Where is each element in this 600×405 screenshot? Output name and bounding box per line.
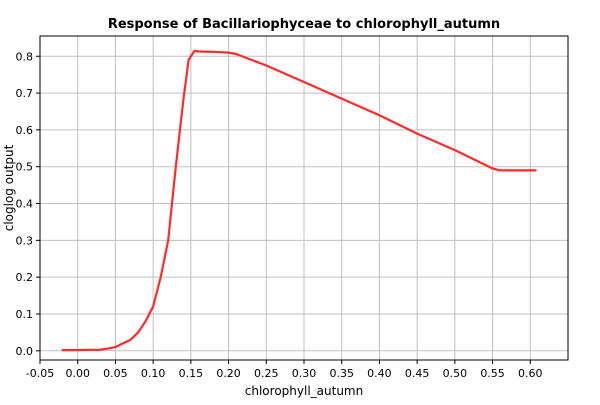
y-tick-label: 0.4 xyxy=(16,198,34,211)
y-tick-label: 0.8 xyxy=(16,50,34,63)
x-tick-label: 0.30 xyxy=(292,367,317,380)
x-tick-label: 0.45 xyxy=(405,367,430,380)
y-tick-label: 0.1 xyxy=(16,308,34,321)
x-tick-label: 0.50 xyxy=(443,367,468,380)
chart-title: Response of Bacillariophyceae to chlorop… xyxy=(108,17,500,32)
x-tick-label: 0.25 xyxy=(254,367,279,380)
y-tick-label: 0.0 xyxy=(16,345,34,358)
x-tick-label: 0.00 xyxy=(65,367,90,380)
x-tick-label: 0.35 xyxy=(329,367,354,380)
x-tick-label: 0.05 xyxy=(103,367,128,380)
x-tick-label: 0.20 xyxy=(216,367,241,380)
series-line xyxy=(61,49,537,352)
grid xyxy=(39,36,568,360)
y-tick-label: 0.7 xyxy=(16,87,34,100)
x-tick-label: -0.05 xyxy=(26,367,54,380)
x-tick-label: 0.40 xyxy=(367,367,392,380)
y-tick-label: 0.6 xyxy=(16,124,34,137)
y-tick-label: 0.5 xyxy=(16,161,34,174)
y-axis-label: cloglog output xyxy=(2,144,16,231)
x-tick-label: 0.10 xyxy=(141,367,166,380)
x-tick-label: 0.55 xyxy=(480,367,505,380)
y-tick-label: 0.3 xyxy=(16,234,34,247)
y-tick-label: 0.2 xyxy=(16,271,34,284)
x-tick-label: 0.15 xyxy=(179,367,204,380)
x-axis-label: chlorophyll_autumn xyxy=(245,384,363,398)
axis-ticks: -0.05 0.00 0.05 0.10 0.15 0.20 0.25 0.30 0.35 0.4… xyxy=(16,50,543,380)
x-tick-label: 0.60 xyxy=(518,367,543,380)
series-layer xyxy=(61,49,537,352)
